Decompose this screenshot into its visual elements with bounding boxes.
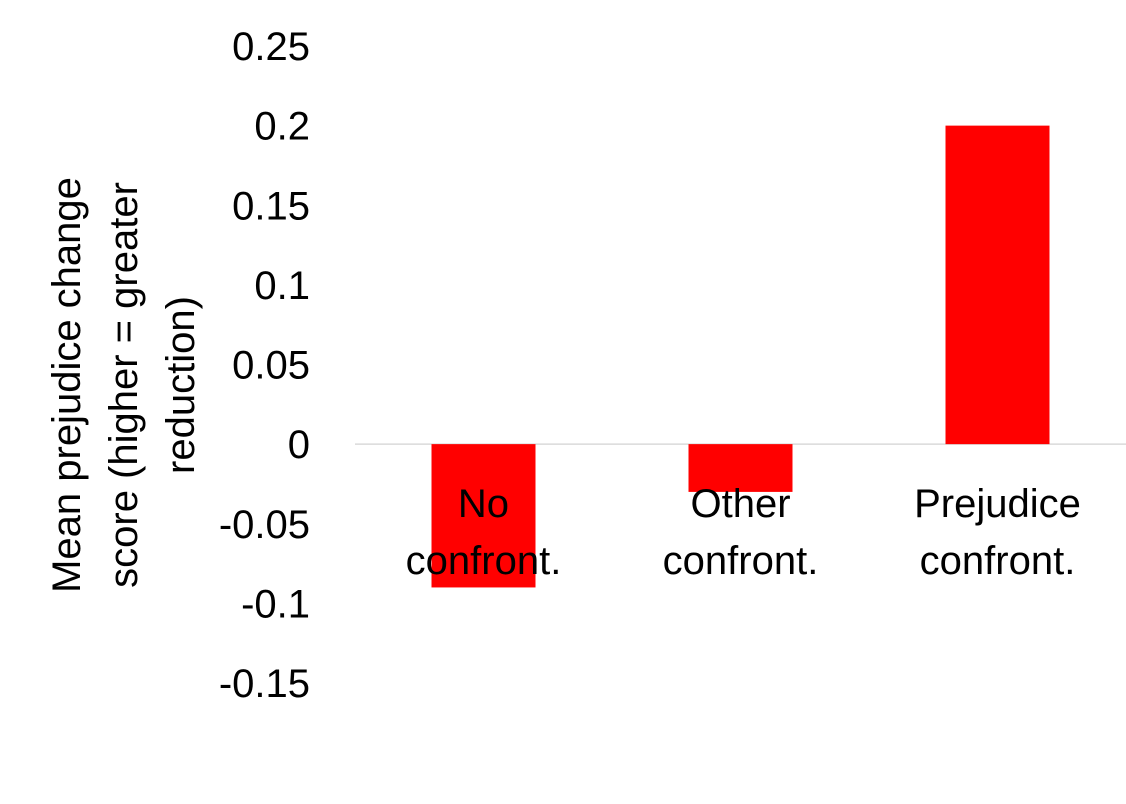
y-axis-title: Mean prejudice change score (higher = gre… (45, 177, 203, 593)
y-tick-label: -0.1 (241, 582, 310, 626)
y-tick-label: 0.1 (254, 264, 310, 308)
y-tick-label: -0.05 (219, 503, 310, 547)
category-label: confront. (663, 539, 819, 583)
y-tick-label: 0.15 (232, 184, 310, 228)
y-axis-title-line: Mean prejudice change (45, 177, 89, 593)
category-label: confront. (920, 539, 1076, 583)
category-label: No (458, 482, 509, 526)
bar (431, 444, 536, 588)
y-axis-ticks: 0.25 0.2 0.15 0.1 0.05 0 -0.05 -0.1 -0.15 (219, 25, 310, 706)
y-axis-title-line: score (higher = greater (102, 182, 146, 588)
category-label: confront. (406, 539, 562, 583)
y-tick-label: 0.25 (232, 25, 310, 69)
y-tick-label: 0.2 (254, 105, 310, 149)
bar (945, 125, 1050, 445)
y-tick-label: 0 (288, 423, 310, 467)
category-label: Prejudice (914, 482, 1081, 526)
y-axis-title-line: reduction) (159, 296, 203, 474)
y-tick-label: 0.05 (232, 344, 310, 388)
bars (431, 125, 1050, 588)
y-tick-label: -0.15 (219, 662, 310, 706)
category-label: Other (690, 482, 790, 526)
bar (688, 444, 793, 492)
category-labels: No confront. Other confront. Prejudice confro… (406, 482, 1081, 583)
